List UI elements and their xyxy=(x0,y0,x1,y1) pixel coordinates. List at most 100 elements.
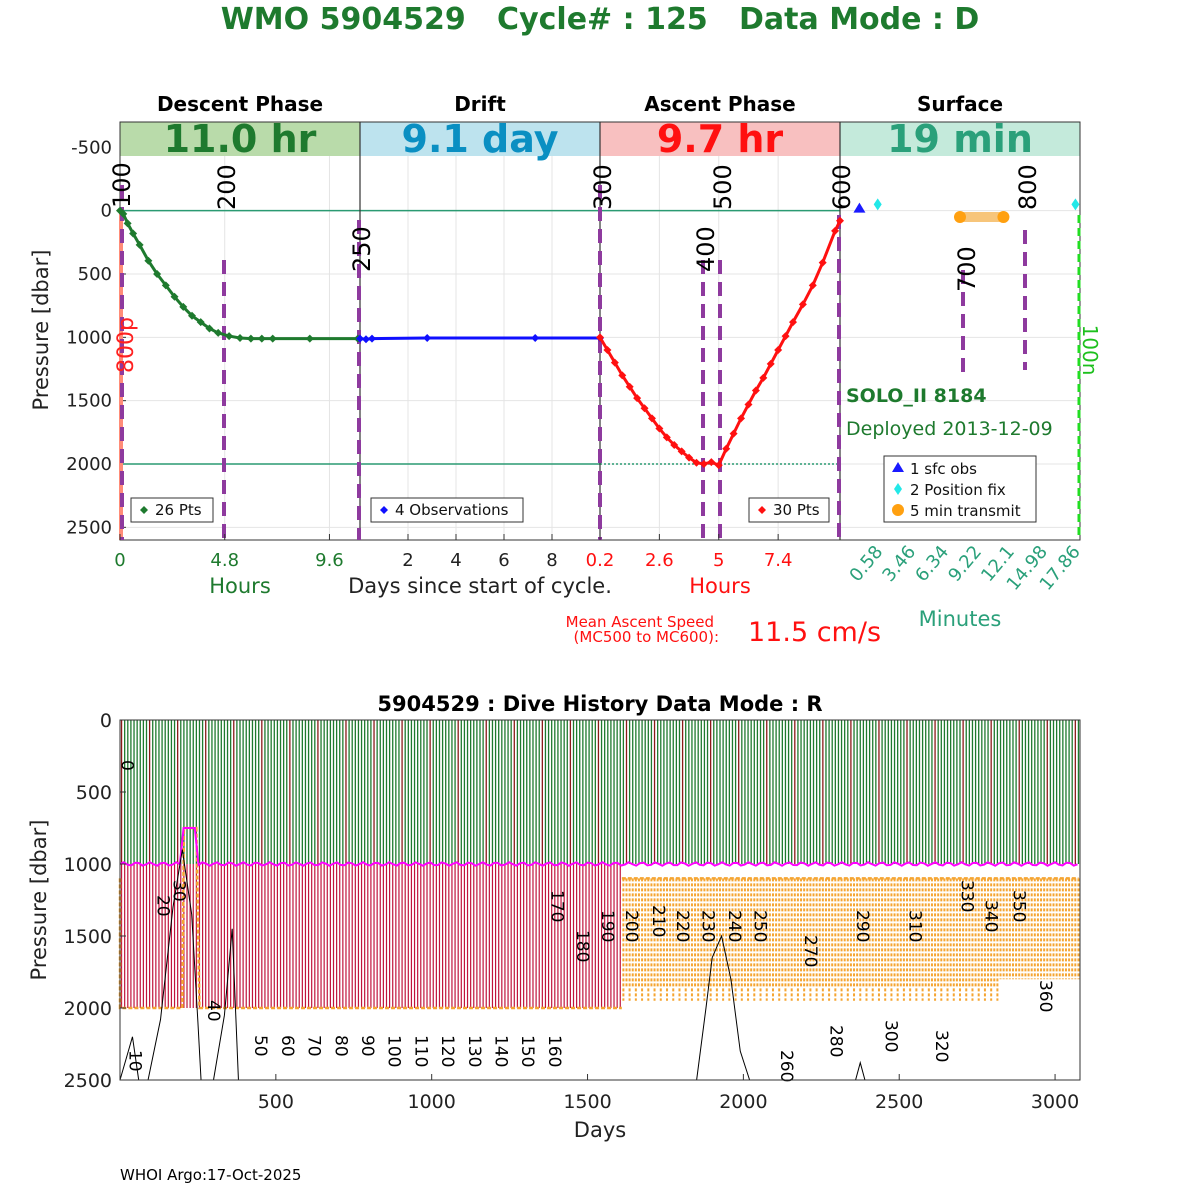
ascent-legend-text: 30 Pts xyxy=(773,501,820,519)
cycle-label: 140 xyxy=(491,1035,511,1067)
top-ytick-label: 1500 xyxy=(66,391,112,412)
phase-header-band xyxy=(600,122,840,156)
ascent-point xyxy=(699,460,708,468)
drift-point xyxy=(362,335,370,344)
ascent-point xyxy=(788,318,797,327)
legend-transmit-symbol xyxy=(892,504,904,516)
position-fix-marker xyxy=(1071,198,1080,211)
descent-legend-symbol xyxy=(140,506,148,514)
ascent-point xyxy=(677,447,686,456)
park-pressure-line xyxy=(119,827,1078,867)
bottom-xtick-label: 500 xyxy=(258,1091,294,1113)
top-ytick-label: 0 xyxy=(101,201,112,222)
ascent-speed-value: 11.5 cm/s xyxy=(748,617,881,648)
cycle-label: 180 xyxy=(572,930,592,962)
mission-code-label: 700 xyxy=(953,246,981,292)
cycle-label: 350 xyxy=(1009,890,1029,922)
transmit-marker xyxy=(997,211,1010,223)
bottom-ytick-label: 1500 xyxy=(64,926,112,948)
descent-point xyxy=(257,334,266,343)
ascent-point xyxy=(831,226,840,235)
descent-point xyxy=(119,209,128,218)
ascent-speed-sub: (MC500 to MC600): xyxy=(574,628,719,646)
cycle-label: 100 xyxy=(384,1035,404,1067)
ascent-point xyxy=(774,346,783,354)
ascent-point xyxy=(603,346,612,354)
cycle-label: 130 xyxy=(464,1035,484,1067)
descent-legend-box xyxy=(130,497,214,523)
cycle-label: 300 xyxy=(880,1020,900,1052)
top-xtick-label: 0 xyxy=(114,550,125,571)
mission-code-label: 250 xyxy=(348,226,376,272)
top-ytick-label: 2000 xyxy=(66,454,112,475)
phase-name: Drift xyxy=(454,92,506,116)
top-xtick-label: 0.2 xyxy=(586,550,615,571)
bottom-ytick-label: 0 xyxy=(100,710,112,732)
cycle-label: 240 xyxy=(724,910,744,942)
top-ytick-label: -500 xyxy=(71,137,112,158)
bottom-ytick-label: 2000 xyxy=(64,998,112,1020)
top-xtick-label: 5 xyxy=(713,550,724,571)
descent-point xyxy=(135,240,144,249)
sfc-obs-marker xyxy=(853,202,866,213)
ascent-point xyxy=(729,429,738,438)
mission-code-label: 800 xyxy=(1014,164,1042,210)
top-xtick-label: 2.6 xyxy=(645,550,674,571)
ascent-point xyxy=(625,382,634,391)
cycle-label: 150 xyxy=(517,1035,537,1067)
descent-point xyxy=(246,334,255,343)
ascent-point xyxy=(759,373,768,382)
bottom-xtick-label: 3000 xyxy=(1031,1091,1079,1113)
top-ytick-label: 2500 xyxy=(66,517,112,538)
ascent-point xyxy=(685,453,694,462)
ascent-point xyxy=(610,358,619,367)
dive-history-title: 5904529 : Dive History Data Mode : R xyxy=(377,692,822,716)
descent-point xyxy=(214,328,223,337)
mission-code-label: 500 xyxy=(709,164,737,210)
descent-point xyxy=(123,219,132,228)
bottom-xtick-label: 2000 xyxy=(719,1091,767,1113)
ascent-point xyxy=(662,433,671,442)
bottom-ytick-label: 1000 xyxy=(64,854,112,876)
descent-point xyxy=(205,324,214,333)
ascent-legend-symbol xyxy=(758,506,766,514)
mission-code-label: 300 xyxy=(589,164,617,210)
top-xtick-label: 4.8 xyxy=(210,550,239,571)
cycle-label: 10 xyxy=(124,1050,144,1072)
label-800p: 800p xyxy=(114,317,139,373)
cycle-label: 170 xyxy=(546,890,566,922)
bottom-xtick-label: 1000 xyxy=(408,1091,456,1113)
ascent-speed-label: Mean Ascent Speed xyxy=(566,613,714,631)
mission-code-label: 400 xyxy=(692,226,720,272)
ascent-point xyxy=(714,461,723,470)
bottom-plot-frame xyxy=(119,719,1081,1081)
phase-duration: 9.7 hr xyxy=(657,117,784,161)
mission-code-label: 200 xyxy=(213,164,241,210)
ascent-point xyxy=(781,332,790,341)
top-xtick-label: 8 xyxy=(546,550,557,571)
float-name: SOLO_II 8184 xyxy=(846,385,987,407)
surface-xtick-label: 0.58 xyxy=(845,542,887,586)
top-xtick-label: 7.4 xyxy=(764,550,793,571)
ascent-point xyxy=(618,371,627,380)
drift-point xyxy=(356,334,364,343)
position-fix-marker xyxy=(873,198,882,211)
bottom-ytick-label: 500 xyxy=(76,782,112,804)
ascent-point xyxy=(818,258,827,267)
surface-legend-text: 1 sfc obs xyxy=(910,460,977,478)
legend-fix-symbol xyxy=(894,483,902,495)
drift-legend-box xyxy=(370,497,524,523)
label-100n: 100n xyxy=(1078,325,1102,376)
ascent-point xyxy=(647,414,656,423)
cycle-label: 160 xyxy=(544,1035,564,1067)
cycle-label: 110 xyxy=(410,1035,430,1067)
ascent-point xyxy=(596,333,604,342)
cycle-label: 290 xyxy=(852,910,872,942)
mission-code-label: 600 xyxy=(828,164,856,210)
drift-point xyxy=(531,333,540,342)
ascent-point xyxy=(692,458,701,467)
cycle-label: 250 xyxy=(749,910,769,942)
bottom-depth-trace xyxy=(213,928,239,1081)
descent-point xyxy=(179,302,188,311)
phase-name: Ascent Phase xyxy=(644,92,795,116)
